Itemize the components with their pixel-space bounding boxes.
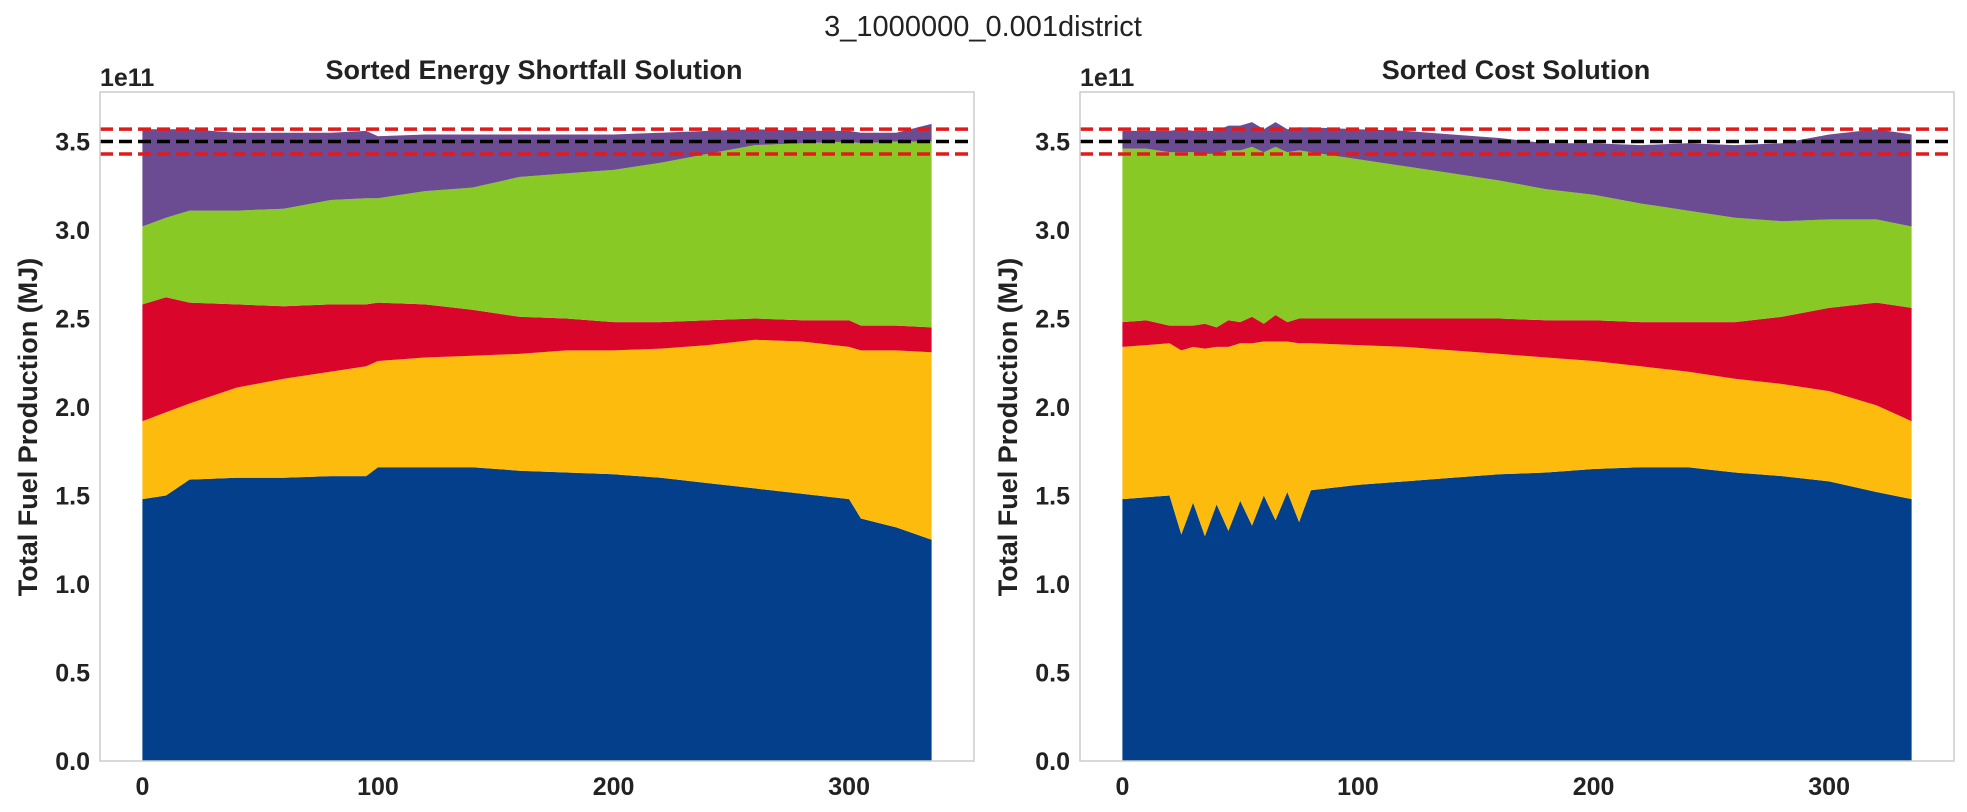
left-chart-y-tick-label: 3.5 (55, 129, 90, 157)
right-chart-x-tick-label: 300 (1808, 773, 1850, 801)
left-chart-y-tick-label: 0.5 (55, 660, 90, 688)
left-chart-area-red (142, 297, 932, 422)
right-chart-y-tick-label: 3.5 (1035, 129, 1070, 157)
right-chart-x-tick-label: 200 (1573, 773, 1615, 801)
right-chart-y-tick-label: 2.5 (1035, 306, 1070, 334)
left-chart-areas (142, 123, 932, 761)
right-chart-area-red (1122, 302, 1912, 422)
right-chart-y-axis-label: Total Fuel Production (MJ) (993, 258, 1023, 596)
left-chart-y-tick-label: 0.0 (55, 748, 90, 776)
left-chart-reference-lines (100, 127, 974, 156)
left-chart-y-tick-label: 2.0 (55, 394, 90, 422)
left-chart-area-green (142, 141, 932, 328)
right-chart-y-tick-label: 1.0 (1035, 571, 1070, 599)
right-chart-x-tick-label: 0 (1115, 773, 1129, 801)
right-chart-y-tick-label: 3.0 (1035, 217, 1070, 245)
figure-suptitle: 3_1000000_0.001district (824, 11, 1142, 43)
right-chart-y-offset: 1e11 (1080, 64, 1134, 92)
left-chart-title: Sorted Energy Shortfall Solution (325, 55, 742, 85)
right-chart-y-tick-label: 1.5 (1035, 483, 1070, 511)
right-chart-areas (1122, 122, 1912, 761)
right-chart-y-tick-label: 2.0 (1035, 394, 1070, 422)
left-chart-y-ticks: 0.0 0.5 1.0 1.5 2.0 2.5 3.0 3.5 (55, 129, 90, 776)
right-chart-title: Sorted Cost Solution (1382, 55, 1650, 85)
left-chart-x-tick-label: 300 (828, 773, 870, 801)
right-chart-x-ticks: 0 100 200 300 (1115, 773, 1850, 801)
left-chart-x-tick-label: 100 (357, 773, 399, 801)
right-chart: Sorted Cost Solution 1e11 0.0 0.5 1.0 1.5 2.… (993, 55, 1955, 801)
left-chart-y-tick-label: 3.0 (55, 217, 90, 245)
left-chart-x-ticks: 0 100 200 300 (135, 773, 870, 801)
right-chart-y-tick-label: 0.5 (1035, 660, 1070, 688)
left-chart-y-axis-label: Total Fuel Production (MJ) (13, 258, 43, 596)
left-chart-area-yellow (142, 339, 932, 540)
right-chart-y-ticks: 0.0 0.5 1.0 1.5 2.0 2.5 3.0 3.5 (1035, 129, 1070, 776)
left-chart-y-tick-label: 2.5 (55, 306, 90, 334)
right-chart-area-green (1122, 146, 1912, 328)
right-chart-reference-lines (1080, 127, 1954, 156)
right-chart-plot-frame (1079, 91, 1955, 762)
right-chart-x-tick-label: 100 (1337, 773, 1379, 801)
left-chart-plot-frame (99, 91, 975, 762)
right-chart-area-yellow (1122, 341, 1912, 537)
left-chart-y-offset: 1e11 (100, 64, 154, 92)
left-chart-area-purple (142, 123, 932, 227)
left-chart-y-tick-label: 1.5 (55, 483, 90, 511)
left-chart: Sorted Energy Shortfall Solution 1e11 0.… (13, 55, 975, 801)
right-chart-y-tick-label: 0.0 (1035, 748, 1070, 776)
left-chart-x-tick-label: 0 (135, 773, 149, 801)
right-chart-area-purple (1122, 122, 1912, 227)
left-chart-y-tick-label: 1.0 (55, 571, 90, 599)
left-chart-x-tick-label: 200 (593, 773, 635, 801)
left-chart-area-blue (142, 467, 932, 761)
right-chart-area-blue (1122, 467, 1912, 761)
